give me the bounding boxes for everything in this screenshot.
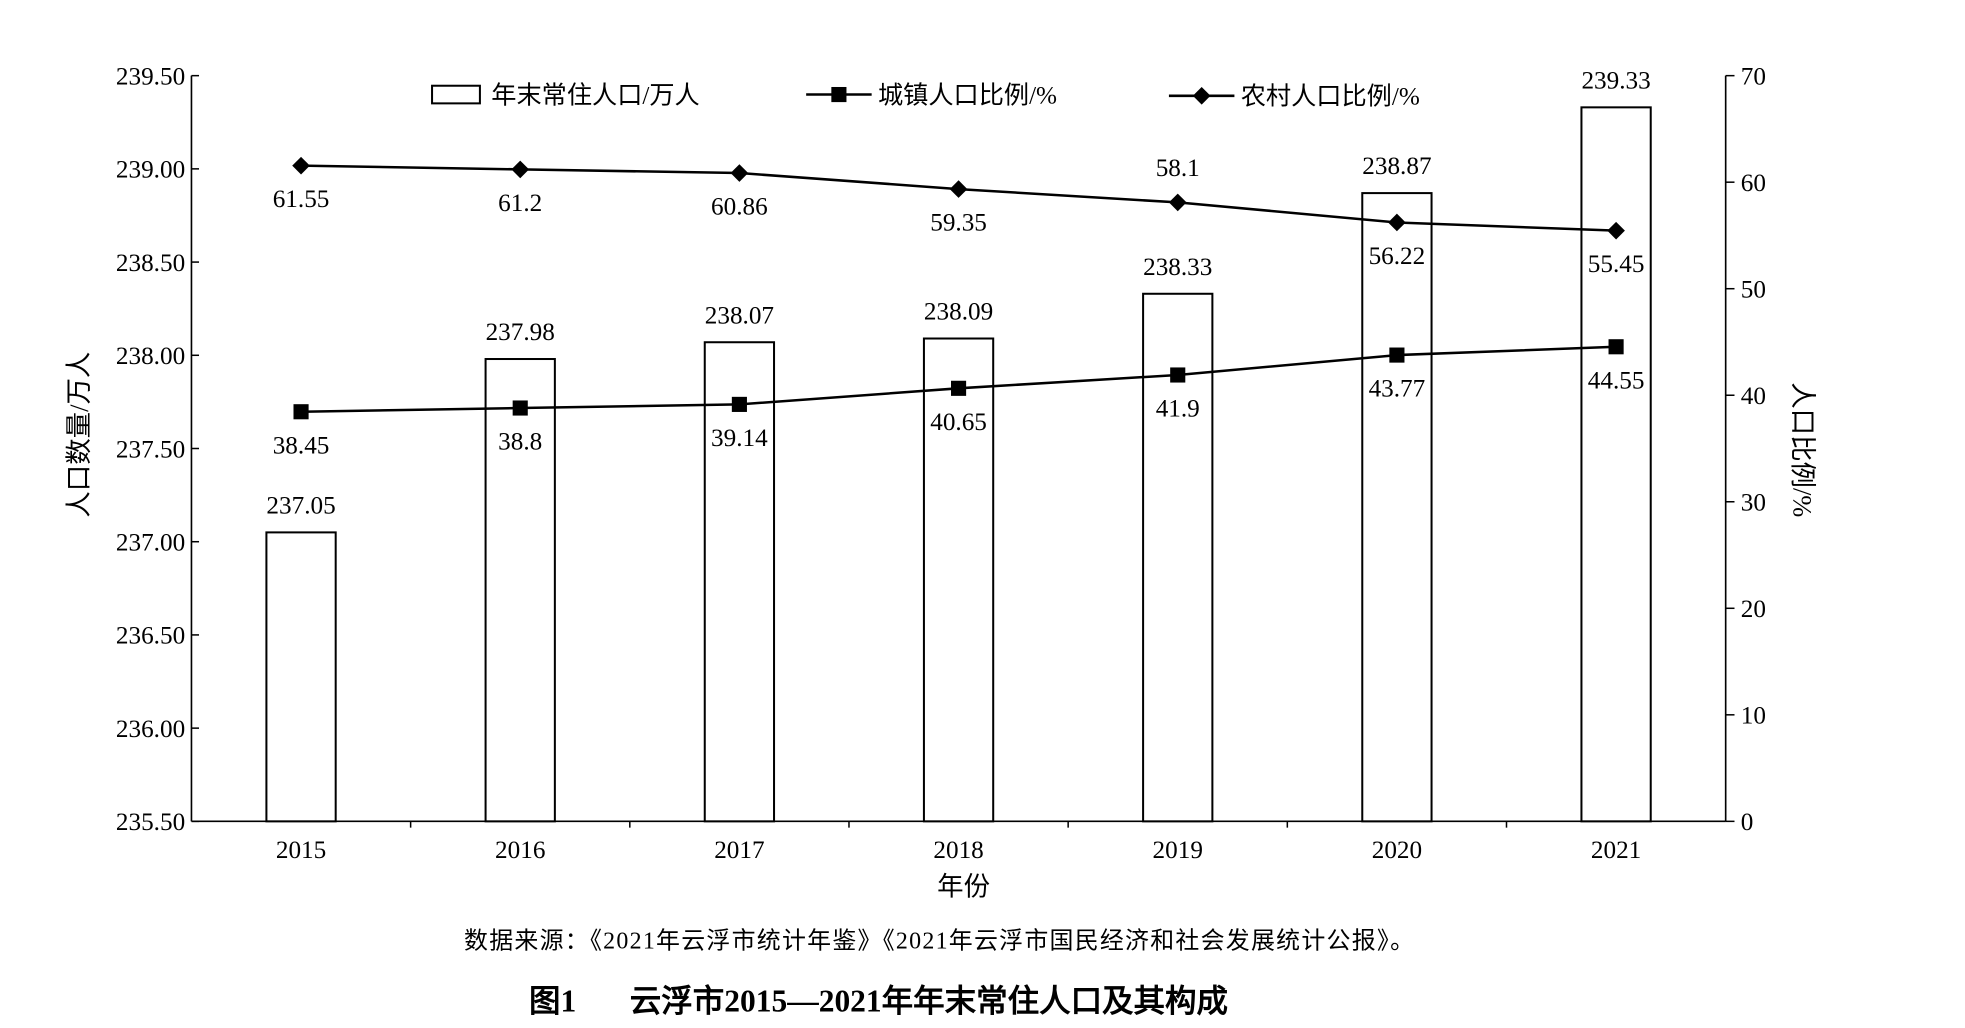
urban-value-label: 41.9: [1156, 396, 1200, 423]
legend-label-bar: 年末常住人口/万人: [491, 81, 700, 109]
urban-value-label: 43.77: [1369, 376, 1426, 403]
rural-diamond-marker: [1168, 193, 1187, 212]
rural-diamond-marker: [730, 164, 749, 182]
legend-item-bar: 年末常住人口/万人: [431, 81, 700, 109]
x-ticks: 2015 2016 2017 2018 2019 2020 2021: [276, 821, 1641, 864]
bar-value-label: 237.98: [486, 319, 555, 346]
right-tick-label: 20: [1741, 596, 1766, 623]
bar-value-label: 238.07: [705, 302, 774, 329]
rural-value-label: 61.55: [273, 186, 330, 213]
y-axis-label-right: 人口比例/%: [1788, 382, 1818, 517]
x-tick-label: 2015: [276, 837, 326, 864]
bar: [1580, 106, 1652, 823]
x-axis-label: 年份: [937, 872, 990, 902]
x-tick-label: 2016: [495, 837, 545, 864]
bar-value-label: 239.33: [1581, 67, 1650, 94]
left-tick-label: 238.50: [116, 250, 185, 277]
rural-value-label: 58.1: [1156, 155, 1200, 182]
urban-value-label: 44.55: [1588, 367, 1645, 394]
rural-value-label: 59.35: [930, 210, 987, 237]
legend-item-rural: 农村人口比例/%: [1168, 83, 1420, 111]
legend-bar-swatch: [431, 84, 481, 105]
left-tick-label: 239.50: [116, 63, 185, 90]
rural-value-label: 56.22: [1369, 243, 1426, 270]
x-tick-label: 2020: [1372, 837, 1422, 864]
urban-square-marker: [512, 400, 528, 416]
x-tick-label: 2017: [714, 837, 764, 864]
right-tick-label: 30: [1741, 490, 1766, 517]
legend: 年末常住人口/万人 城镇人口比例/% 农村人口比例/%: [431, 81, 1420, 111]
rural-value-label: 55.45: [1588, 251, 1645, 278]
bar-value-label: 238.09: [924, 299, 993, 326]
left-tick-label: 237.50: [116, 436, 185, 463]
urban-square-marker: [731, 396, 747, 412]
urban-value-label: 38.8: [498, 429, 542, 456]
right-tick-label: 40: [1741, 383, 1766, 410]
rural-value-label: 60.86: [711, 194, 768, 221]
urban-square-marker: [293, 404, 309, 420]
bar: [484, 358, 556, 823]
data-source-note: 数据来源：《2021年云浮市统计年鉴》《2021年云浮市国民经济和社会发展统计公…: [464, 928, 1415, 955]
urban-square-marker: [1389, 347, 1405, 363]
rural-value-label: 61.2: [498, 190, 542, 217]
left-y-ticks: 235.50 236.00 236.50 237.00 237.50 238.00 238.…: [116, 63, 200, 836]
x-tick-label: 2021: [1591, 837, 1641, 864]
legend-label-urban: 城镇人口比例/%: [878, 81, 1057, 109]
urban-value-label: 39.14: [711, 425, 768, 452]
bar-series: [265, 106, 1652, 823]
legend-item-urban: 城镇人口比例/%: [806, 81, 1057, 109]
urban-value-label: 38.45: [273, 432, 330, 459]
legend-rural-diamond-marker: [1192, 86, 1211, 105]
rural-diamond-marker: [949, 180, 968, 198]
urban-value-label: 40.65: [930, 409, 987, 436]
figure-number: 图1: [529, 984, 576, 1019]
right-tick-label: 0: [1741, 809, 1754, 836]
rural-diamond-marker: [511, 160, 530, 179]
figure-title: 云浮市2015—2021年年末常住人口及其构成: [630, 983, 1228, 1019]
right-y-ticks: 0 10 20 30 40 50 60 70: [1725, 63, 1766, 836]
urban-square-marker: [1608, 339, 1624, 355]
right-tick-label: 70: [1741, 63, 1766, 90]
urban-square-marker: [951, 380, 967, 396]
x-tick-label: 2018: [933, 837, 983, 864]
left-tick-label: 235.50: [116, 809, 185, 836]
bar: [703, 341, 776, 823]
left-tick-label: 237.00: [116, 530, 185, 557]
figure-caption: 图1 云浮市2015—2021年年末常住人口及其构成: [529, 983, 1228, 1019]
line-series: [292, 156, 1625, 420]
left-tick-label: 236.00: [116, 716, 185, 743]
x-tick-label: 2019: [1153, 837, 1203, 864]
bar-value-label: 237.05: [266, 492, 335, 519]
left-tick-label: 239.00: [116, 157, 185, 184]
bar: [1361, 192, 1433, 823]
right-tick-label: 50: [1741, 277, 1766, 304]
bar-value-label: 238.87: [1362, 153, 1431, 180]
legend-urban-square-marker: [831, 86, 847, 103]
left-tick-label: 238.00: [116, 343, 185, 370]
y-axis-label-left: 人口数量/万人: [64, 352, 94, 518]
right-tick-label: 10: [1741, 703, 1766, 730]
rural-diamond-marker: [292, 156, 310, 175]
bar-value-label: 238.33: [1143, 254, 1212, 281]
data-labels: 237.05 237.98 238.07 238.09 238.33 238.87 239.…: [266, 67, 1650, 519]
urban-square-marker: [1170, 367, 1186, 383]
legend-label-rural: 农村人口比例/%: [1241, 83, 1420, 111]
bar: [922, 337, 995, 823]
bar: [265, 531, 337, 823]
left-tick-label: 236.50: [116, 623, 185, 650]
right-tick-label: 60: [1741, 170, 1766, 197]
